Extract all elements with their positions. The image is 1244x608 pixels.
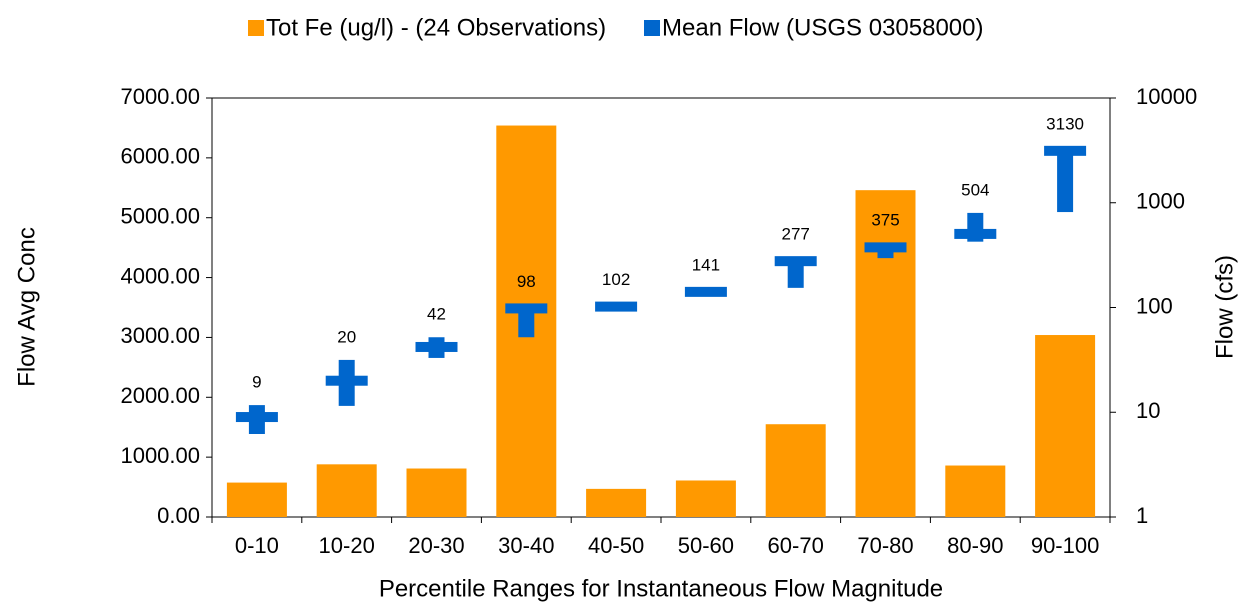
x-tick-label: 20-30 — [408, 533, 464, 558]
flow-value-label: 9 — [252, 373, 261, 392]
y-tick-label: 2000.00 — [120, 383, 200, 408]
bar — [226, 482, 287, 517]
y-tick-label: 3000.00 — [120, 323, 200, 348]
x-tick-label: 30-40 — [498, 533, 554, 558]
bar — [586, 488, 647, 517]
flow-value-label: 277 — [782, 225, 810, 244]
legend-swatch — [644, 20, 660, 36]
x-tick-label: 50-60 — [678, 533, 734, 558]
flow-value-label: 20 — [337, 327, 356, 346]
x-tick-label: 70-80 — [857, 533, 913, 558]
bar — [855, 190, 916, 517]
x-tick-label: 40-50 — [588, 533, 644, 558]
legend-label: Tot Fe (ug/l) - (24 Observations) — [266, 14, 606, 41]
legend-swatch — [248, 20, 264, 36]
flow-mean — [954, 228, 997, 239]
bar — [406, 468, 467, 517]
flow-range — [787, 260, 804, 288]
bar — [316, 464, 377, 517]
y2-tick-label: 1000 — [1136, 189, 1185, 214]
flow-mean — [1044, 145, 1087, 156]
y2-tick-label: 10000 — [1136, 84, 1197, 109]
flow-mean — [595, 301, 638, 312]
y2-tick-label: 10 — [1136, 398, 1160, 423]
bar — [945, 465, 1006, 517]
x-tick-label: 80-90 — [947, 533, 1003, 558]
y2-tick-label: 100 — [1136, 293, 1173, 318]
flow-value-label: 141 — [692, 255, 720, 274]
flow-mean — [684, 286, 727, 297]
x-tick-label: 0-10 — [235, 533, 279, 558]
y-tick-label: 4000.00 — [120, 263, 200, 288]
flow-mean — [235, 412, 278, 423]
bar — [675, 480, 736, 517]
flow-mean — [864, 242, 907, 253]
flow-value-label: 504 — [961, 180, 989, 199]
flow-mean — [774, 256, 817, 267]
bar — [765, 424, 826, 517]
x-tick-label: 60-70 — [768, 533, 824, 558]
y-axis-label: Flow Avg Conc — [13, 227, 40, 387]
flow-mean — [505, 303, 548, 314]
y-tick-label: 7000.00 — [120, 84, 200, 109]
y-tick-label: 6000.00 — [120, 144, 200, 169]
y-tick-label: 0.00 — [157, 503, 200, 528]
x-tick-label: 10-20 — [319, 533, 375, 558]
plot-area — [211, 97, 1111, 518]
flow-value-label: 102 — [602, 270, 630, 289]
y-tick-label: 5000.00 — [120, 204, 200, 229]
y2-tick-label: 1 — [1136, 503, 1148, 528]
flow-mean — [415, 341, 458, 352]
flow-value-label: 98 — [517, 272, 536, 291]
bar — [1035, 335, 1096, 517]
flow-value-label: 42 — [427, 305, 446, 324]
flow-mean — [325, 375, 368, 386]
flow-range — [1057, 149, 1074, 213]
x-tick-label: 90-100 — [1031, 533, 1100, 558]
flow-range — [518, 307, 535, 338]
x-axis-label: Percentile Ranges for Instantaneous Flow… — [379, 575, 943, 602]
flow-value-label: 3130 — [1046, 114, 1084, 133]
flow-value-label: 375 — [871, 210, 899, 229]
y2-axis-label: Flow (cfs) — [1211, 255, 1238, 359]
legend-label: Mean Flow (USGS 03058000) — [662, 14, 984, 41]
y-tick-label: 1000.00 — [120, 443, 200, 468]
